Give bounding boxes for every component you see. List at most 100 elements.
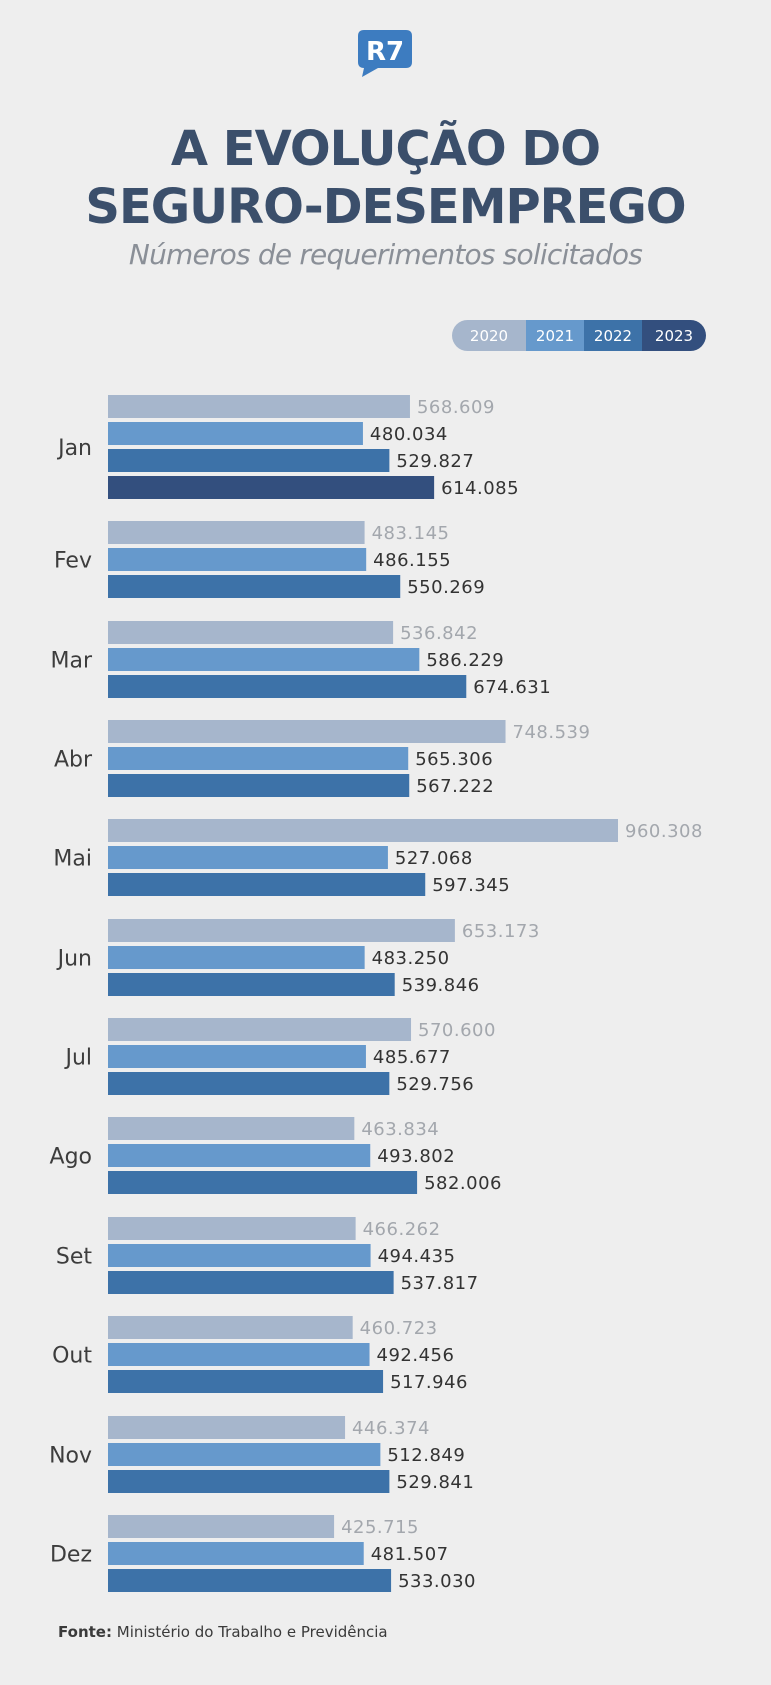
bar-nov-2021 xyxy=(108,1443,381,1466)
bar-ago-2022 xyxy=(108,1171,418,1194)
bar-abr-2020 xyxy=(108,720,506,743)
value-label-jun-2021: 483.250 xyxy=(372,948,450,969)
bar-dez-2021 xyxy=(108,1542,364,1565)
month-label-fev: Fev xyxy=(54,549,92,574)
bar-mai-2021 xyxy=(108,846,388,869)
month-label-jun: Jun xyxy=(56,947,92,972)
value-label-jul-2020: 570.600 xyxy=(418,1020,496,1041)
value-label-set-2022: 537.817 xyxy=(401,1273,479,1294)
bar-out-2021 xyxy=(108,1343,370,1366)
month-label-jul: Jul xyxy=(63,1046,92,1071)
value-label-jun-2020: 653.173 xyxy=(462,921,540,942)
value-label-ago-2022: 582.006 xyxy=(424,1173,502,1194)
title-line-2: SEGURO-DESEMPREGO xyxy=(85,179,686,235)
legend-2021: 2021 xyxy=(526,320,584,351)
bar-mar-2020 xyxy=(108,621,394,644)
value-label-fev-2021: 486.155 xyxy=(373,550,451,571)
value-label-out-2021: 492.456 xyxy=(377,1345,455,1366)
bar-jan-2021 xyxy=(108,422,363,445)
bar-mai-2020 xyxy=(108,819,618,842)
legend-2022: 2022 xyxy=(584,320,642,351)
bar-abr-2022 xyxy=(108,774,410,797)
value-label-nov-2021: 512.849 xyxy=(387,1445,465,1466)
r7-logo: R7 xyxy=(358,30,412,77)
value-label-dez-2020: 425.715 xyxy=(341,1517,419,1538)
bar-ago-2020 xyxy=(108,1117,355,1140)
bar-jan-2023 xyxy=(108,476,435,499)
month-label-set: Set xyxy=(56,1245,93,1270)
value-label-fev-2022: 550.269 xyxy=(407,577,485,598)
month-label-out: Out xyxy=(52,1344,92,1369)
value-label-set-2021: 494.435 xyxy=(378,1246,456,1267)
source-note: Fonte: Ministério do Trabalho e Previdên… xyxy=(58,1623,388,1641)
value-label-abr-2021: 565.306 xyxy=(415,749,493,770)
bar-jun-2020 xyxy=(108,919,455,942)
month-label-jan: Jan xyxy=(56,436,92,461)
value-label-out-2022: 517.946 xyxy=(390,1372,468,1393)
month-label-mar: Mar xyxy=(50,649,92,674)
value-label-fev-2020: 483.145 xyxy=(372,523,450,544)
bar-mar-2022 xyxy=(108,675,467,698)
bar-jul-2022 xyxy=(108,1072,390,1095)
month-label-ago: Ago xyxy=(50,1145,92,1170)
value-label-mar-2022: 674.631 xyxy=(473,677,551,698)
value-label-mai-2021: 527.068 xyxy=(395,848,473,869)
bar-nov-2020 xyxy=(108,1416,346,1439)
bar-set-2022 xyxy=(108,1271,394,1294)
bar-out-2020 xyxy=(108,1316,353,1339)
value-label-jun-2022: 539.846 xyxy=(402,975,480,996)
bar-abr-2021 xyxy=(108,747,409,770)
value-label-abr-2022: 567.222 xyxy=(416,776,494,797)
bar-set-2020 xyxy=(108,1217,356,1240)
legend-2020: 2020 xyxy=(452,320,526,351)
value-label-dez-2022: 533.030 xyxy=(398,1571,476,1592)
bar-mar-2021 xyxy=(108,648,420,671)
bar-fev-2020 xyxy=(108,521,365,544)
month-label-mai: Mai xyxy=(53,847,92,872)
value-label-jan-2023: 614.085 xyxy=(441,478,519,499)
logo-text: R7 xyxy=(366,37,404,67)
bar-fev-2021 xyxy=(108,548,367,571)
value-label-ago-2020: 463.834 xyxy=(361,1119,439,1140)
month-label-abr: Abr xyxy=(54,748,93,773)
value-label-abr-2020: 748.539 xyxy=(513,722,591,743)
value-label-jan-2022: 529.827 xyxy=(396,451,474,472)
bar-dez-2020 xyxy=(108,1515,335,1538)
bar-mai-2022 xyxy=(108,873,426,896)
title-line-1: A EVOLUÇÃO DO xyxy=(170,121,601,177)
bar-jan-2020 xyxy=(108,395,410,418)
legend-2023: 2023 xyxy=(642,320,706,351)
month-label-dez: Dez xyxy=(50,1543,92,1568)
bar-fev-2022 xyxy=(108,575,401,598)
page-title: A EVOLUÇÃO DO SEGURO-DESEMPREGO xyxy=(0,120,771,236)
bar-jun-2021 xyxy=(108,946,365,969)
value-label-jul-2021: 485.677 xyxy=(373,1047,451,1068)
value-label-mar-2021: 586.229 xyxy=(426,650,504,671)
bar-jan-2022 xyxy=(108,449,390,472)
source-label: Fonte: xyxy=(58,1623,112,1641)
bar-jul-2020 xyxy=(108,1018,412,1041)
value-label-dez-2021: 481.507 xyxy=(371,1544,449,1565)
value-label-jan-2020: 568.609 xyxy=(417,397,495,418)
value-label-mar-2020: 536.842 xyxy=(400,623,478,644)
bar-out-2022 xyxy=(108,1370,384,1393)
value-label-mai-2022: 597.345 xyxy=(432,875,510,896)
value-label-ago-2021: 493.802 xyxy=(377,1146,455,1167)
value-label-nov-2020: 446.374 xyxy=(352,1418,430,1439)
bar-jun-2022 xyxy=(108,973,395,996)
bar-dez-2022 xyxy=(108,1569,392,1592)
value-label-jan-2021: 480.034 xyxy=(370,424,448,445)
source-text: Ministério do Trabalho e Previdência xyxy=(116,1623,388,1641)
month-label-nov: Nov xyxy=(49,1444,92,1469)
value-label-mai-2020: 960.308 xyxy=(625,821,703,842)
value-label-out-2020: 460.723 xyxy=(360,1318,438,1339)
bar-jul-2021 xyxy=(108,1045,366,1068)
bar-ago-2021 xyxy=(108,1144,371,1167)
value-label-set-2020: 466.262 xyxy=(363,1219,441,1240)
page-subtitle: Números de requerimentos solicitados xyxy=(128,238,643,271)
bar-nov-2022 xyxy=(108,1470,390,1493)
chart-legend: 2020 2021 2022 2023 xyxy=(452,320,706,351)
value-label-nov-2022: 529.841 xyxy=(396,1472,474,1493)
value-label-jul-2022: 529.756 xyxy=(396,1074,474,1095)
